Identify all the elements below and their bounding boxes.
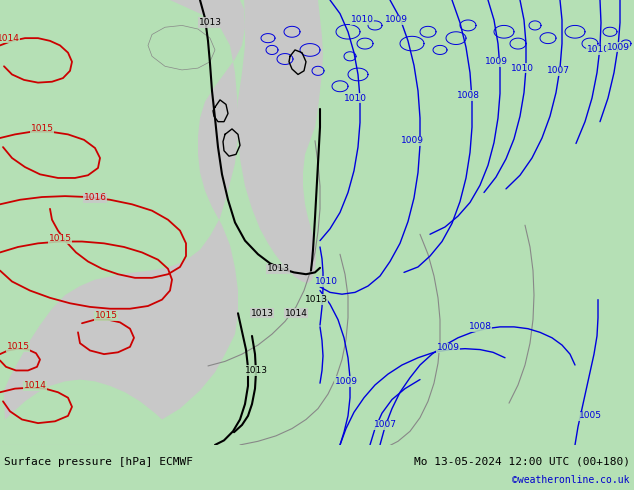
- Text: 1007: 1007: [547, 66, 569, 75]
- Text: 1007: 1007: [373, 420, 396, 429]
- Text: 1010: 1010: [586, 46, 609, 54]
- Text: 1013: 1013: [304, 295, 328, 304]
- Text: 1014: 1014: [0, 34, 20, 43]
- Text: 1014: 1014: [285, 309, 307, 318]
- Text: Mo 13-05-2024 12:00 UTC (00+180): Mo 13-05-2024 12:00 UTC (00+180): [414, 457, 630, 466]
- Text: 1010: 1010: [510, 64, 533, 73]
- Polygon shape: [238, 0, 323, 283]
- Text: ©weatheronline.co.uk: ©weatheronline.co.uk: [512, 475, 630, 485]
- Text: 1015: 1015: [94, 312, 117, 320]
- Text: 1009: 1009: [436, 343, 460, 352]
- Text: 1009: 1009: [484, 57, 507, 66]
- Text: 1010: 1010: [351, 16, 373, 24]
- Text: 1009: 1009: [384, 16, 408, 24]
- Polygon shape: [305, 0, 634, 445]
- Text: 1013: 1013: [198, 18, 221, 27]
- Polygon shape: [0, 0, 245, 445]
- Text: 1009: 1009: [335, 377, 358, 386]
- Text: 1013: 1013: [245, 366, 268, 375]
- Text: 1008: 1008: [456, 91, 479, 100]
- Polygon shape: [0, 318, 180, 445]
- Text: 1009: 1009: [607, 43, 630, 52]
- Text: 1010: 1010: [314, 277, 337, 286]
- Text: 1014: 1014: [23, 381, 46, 391]
- Text: 1015: 1015: [6, 343, 30, 351]
- Text: 1016: 1016: [84, 194, 107, 202]
- Text: 1015: 1015: [30, 124, 53, 133]
- Text: 1013: 1013: [250, 309, 273, 318]
- Text: Surface pressure [hPa] ECMWF: Surface pressure [hPa] ECMWF: [4, 457, 193, 466]
- Text: 1010: 1010: [344, 94, 366, 102]
- Polygon shape: [148, 25, 215, 70]
- Text: 1013: 1013: [266, 264, 290, 273]
- Text: 1008: 1008: [469, 322, 491, 331]
- Text: 1009: 1009: [401, 136, 424, 145]
- Text: 1005: 1005: [578, 412, 602, 420]
- Text: 1015: 1015: [48, 234, 72, 244]
- Polygon shape: [0, 0, 90, 272]
